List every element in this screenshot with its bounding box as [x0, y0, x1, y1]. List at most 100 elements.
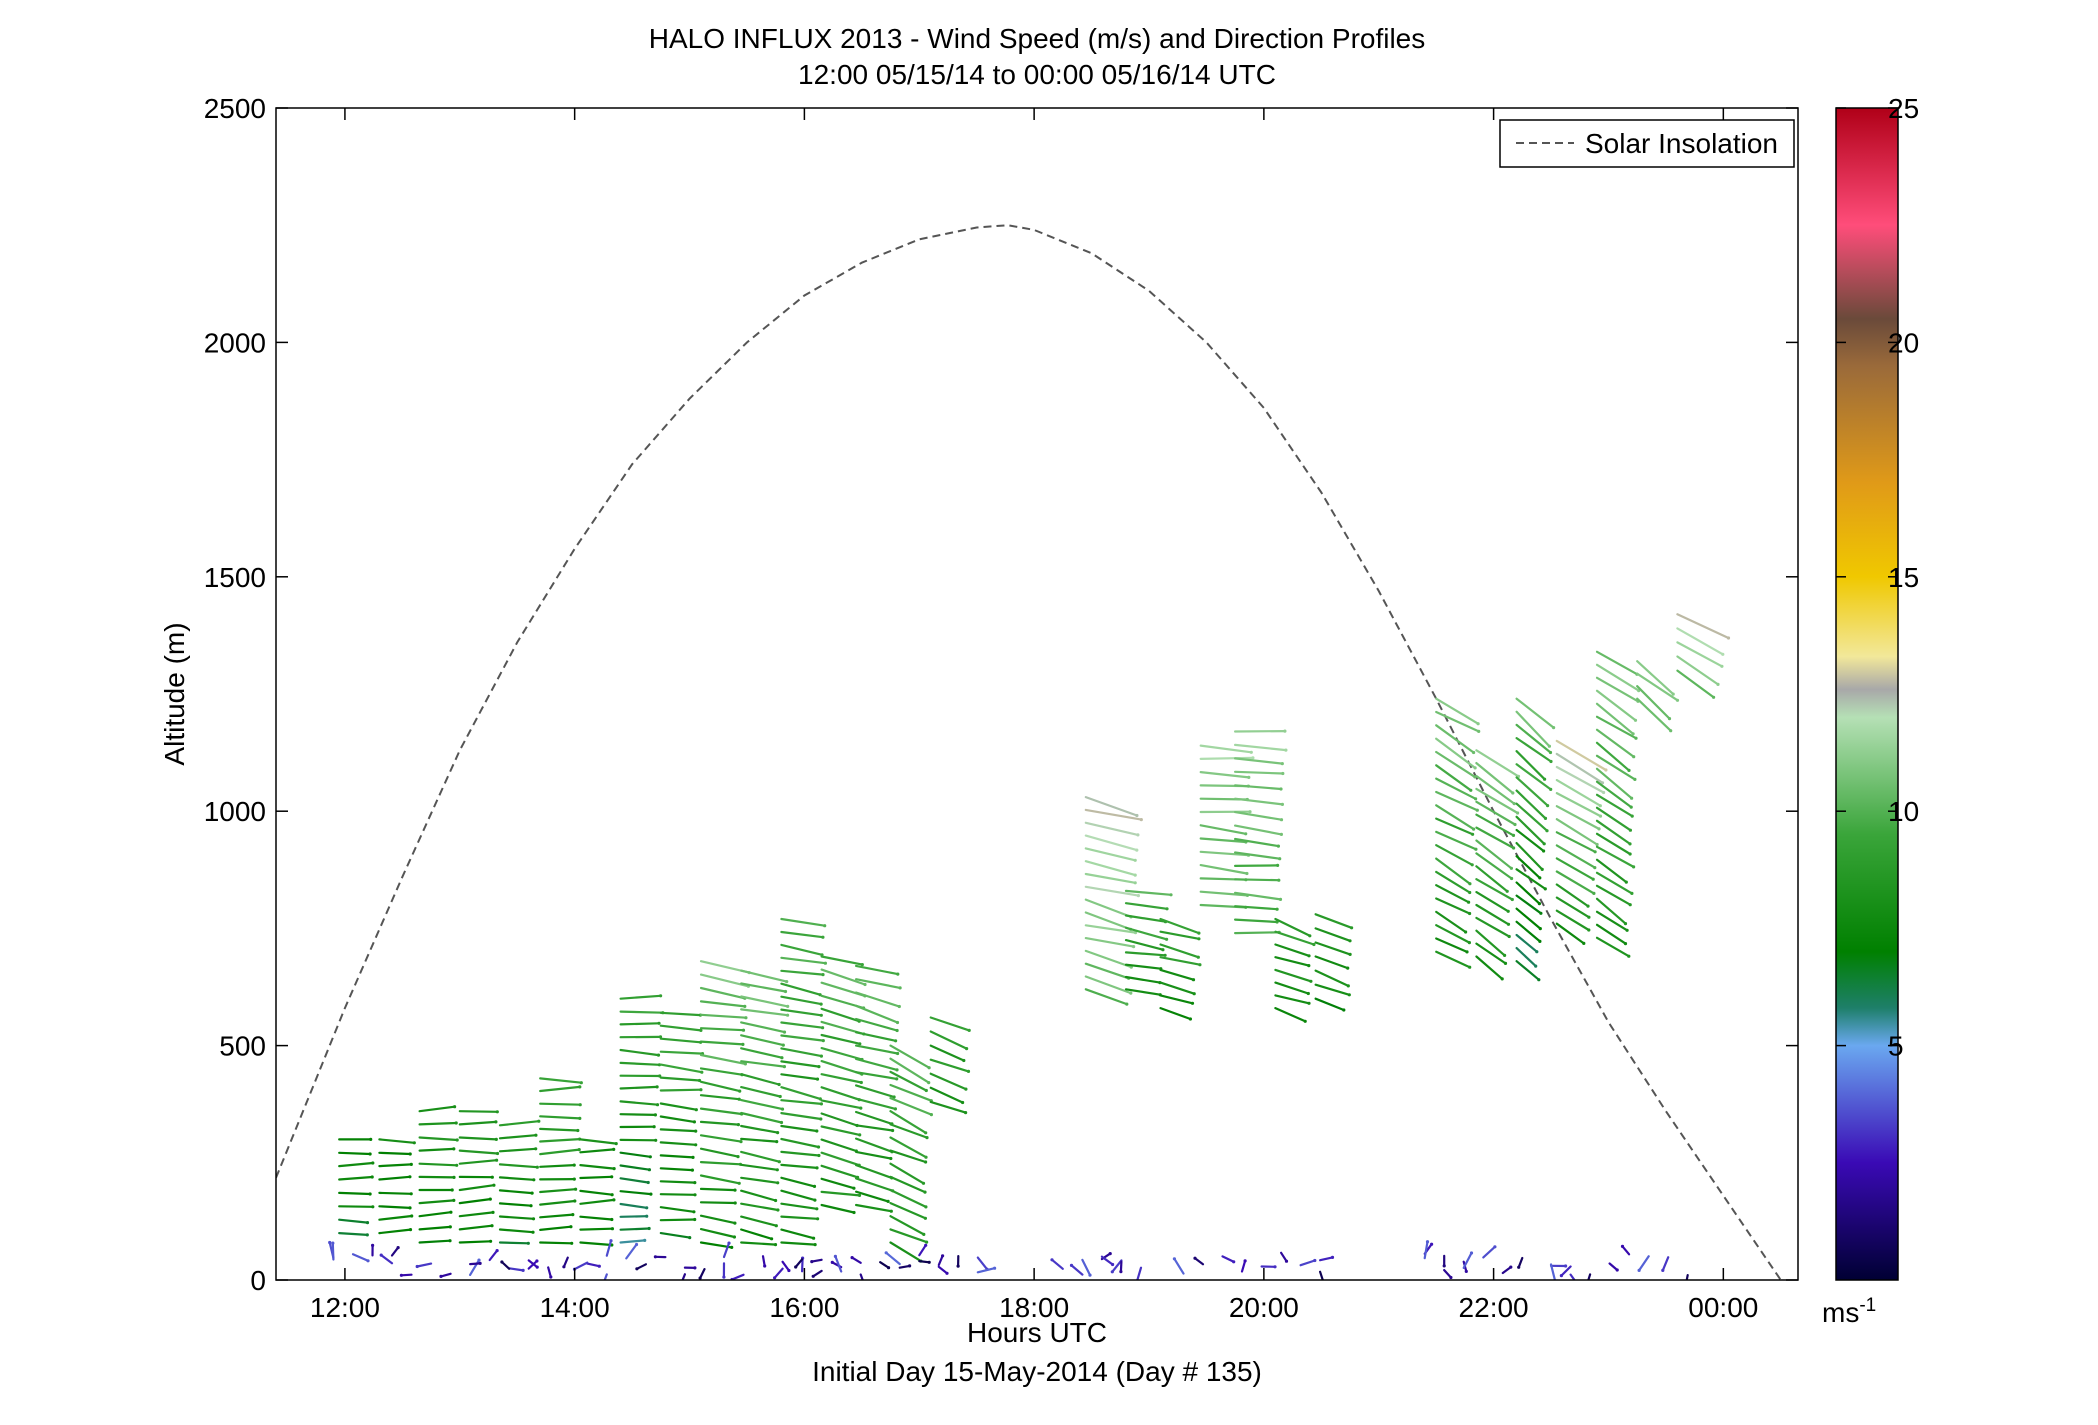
wind-vector-head — [1624, 880, 1628, 884]
wind-vector — [854, 1177, 894, 1192]
wind-vector — [1199, 756, 1255, 761]
wind-vector-head — [773, 1243, 778, 1247]
wind-vector — [1124, 926, 1168, 941]
wind-vector-head — [1623, 942, 1628, 946]
wind-vector — [1435, 870, 1471, 894]
wind-vector-head — [1669, 729, 1673, 733]
wind-vector-head — [1503, 961, 1508, 966]
wind-vector — [780, 1150, 821, 1157]
wind-vector-head — [815, 1129, 819, 1133]
wind-vector — [1515, 710, 1551, 748]
wind-vector-head — [925, 1136, 929, 1140]
wind-vector — [539, 1241, 573, 1245]
x-tick-label: 20:00 — [1229, 1292, 1299, 1323]
wind-vector-head — [570, 1241, 574, 1245]
wind-vector-head — [783, 989, 788, 994]
wind-vector — [1555, 831, 1597, 853]
wind-vector-head — [578, 1116, 582, 1120]
wind-vector-head — [1628, 842, 1632, 846]
wind-vector — [780, 1241, 817, 1246]
surface-wind-vector — [1173, 1257, 1185, 1275]
wind-vector-head — [886, 1199, 890, 1203]
wind-vector-head — [785, 980, 789, 984]
wind-vector-head — [408, 1206, 412, 1210]
wind-vector — [659, 1037, 702, 1044]
wind-vector — [1233, 810, 1283, 821]
y-tick-label: 1500 — [204, 562, 266, 593]
wind-vector — [1274, 917, 1311, 937]
wind-vector-head — [1283, 729, 1287, 733]
wind-vector — [498, 1176, 535, 1181]
wind-vector — [1595, 871, 1634, 895]
surface-wind-vector-head — [1425, 1240, 1430, 1244]
wind-vector — [699, 1214, 737, 1225]
wind-vector-head — [821, 1039, 825, 1043]
wind-vector-head — [1507, 934, 1511, 939]
wind-vector — [498, 1241, 530, 1245]
wind-vector — [699, 1094, 741, 1101]
wind-vector — [1314, 969, 1350, 988]
wind-vector — [854, 1110, 894, 1126]
wind-vector — [854, 1137, 894, 1153]
wind-vector-head — [1712, 695, 1716, 699]
wind-vector-head — [577, 1148, 581, 1152]
surface-wind-vector-head — [956, 1264, 960, 1268]
wind-vector-head — [1542, 842, 1546, 846]
wind-vector — [780, 1086, 822, 1101]
wind-vector — [659, 1050, 704, 1055]
wind-vector-head — [1280, 802, 1284, 807]
wind-vector-head — [614, 1142, 618, 1146]
colorbar-tick-label: 10 — [1888, 796, 1919, 827]
wind-vector — [929, 1030, 968, 1050]
surface-wind-vector — [879, 1261, 890, 1269]
wind-vector — [699, 1187, 737, 1192]
legend: Solar Insolation — [1499, 119, 1795, 168]
wind-vector-head — [1552, 726, 1556, 730]
wind-vector-head — [408, 1152, 412, 1156]
wind-vector-head — [1513, 822, 1517, 827]
surface-wind-vector — [1193, 1257, 1205, 1266]
wind-vector-head — [408, 1175, 412, 1179]
wind-vector-head — [371, 1205, 375, 1209]
wind-vector — [929, 1016, 971, 1032]
wind-vector-head — [490, 1175, 494, 1179]
wind-vector-head — [1197, 937, 1201, 941]
wind-vector-head — [921, 1181, 926, 1185]
wind-vector — [740, 1150, 781, 1163]
wind-vector — [1084, 898, 1133, 919]
wind-vector-head — [1510, 897, 1514, 902]
wind-vector-head — [1129, 991, 1133, 995]
wind-vector — [418, 1225, 452, 1231]
wind-vector-head — [700, 1070, 704, 1074]
surface-wind-vector — [1221, 1255, 1235, 1263]
wind-vector — [854, 1004, 899, 1024]
wind-vector-head — [688, 1236, 692, 1240]
wind-vector-head — [448, 1225, 452, 1229]
wind-vector-head — [966, 1069, 971, 1073]
surface-wind-vector — [605, 1239, 613, 1257]
wind-vector-head — [1538, 927, 1542, 931]
wind-vector — [820, 1164, 859, 1179]
wind-vector-head — [1595, 842, 1599, 847]
x-axis-sublabel: Initial Day 15-May-2014 (Day # 135) — [812, 1356, 1262, 1387]
wind-vector-head — [1604, 768, 1608, 772]
wind-vector-head — [1306, 991, 1310, 996]
wind-vector-head — [813, 1243, 817, 1247]
surface-wind-vector — [976, 1256, 989, 1271]
wind-vector-head — [612, 1167, 616, 1171]
wind-vector — [780, 1228, 815, 1240]
surface-wind-vector-head — [1430, 1242, 1434, 1246]
wind-vector-head — [1545, 829, 1549, 833]
wind-vector-head — [1510, 876, 1514, 881]
wind-vector — [1475, 800, 1517, 826]
wind-vector — [740, 1241, 777, 1246]
surface-wind-vector — [547, 1266, 552, 1279]
wind-vector-head — [1196, 955, 1200, 959]
wind-vector-head — [1593, 850, 1597, 854]
wind-vector — [539, 1115, 581, 1120]
wind-vector — [699, 1160, 742, 1166]
wind-vector — [780, 930, 825, 939]
wind-vector — [619, 1151, 652, 1158]
wind-vector-head — [1720, 664, 1724, 668]
